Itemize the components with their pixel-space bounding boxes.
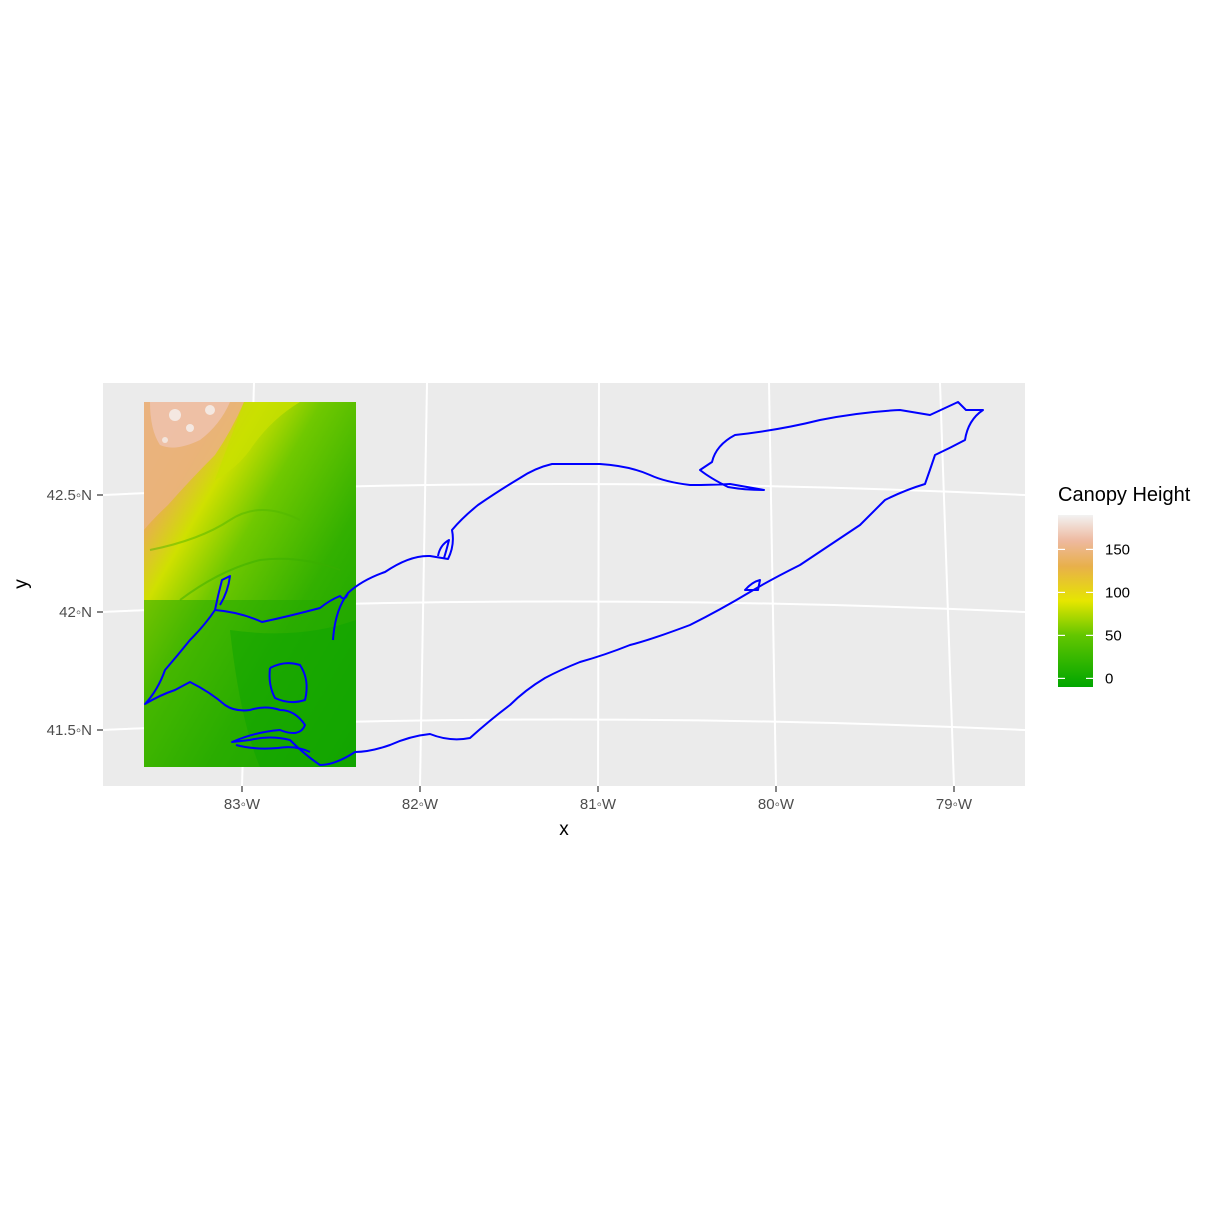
x-tick-label: 81◦W [580,796,617,813]
legend-tick-label: 100 [1105,584,1130,601]
grid-meridian-79w [939,383,955,786]
canopy-height-raster [144,402,356,767]
x-tick-label: 80◦W [758,796,795,813]
bass-islands-shore [235,744,311,753]
detroit-river-shore [214,575,231,611]
y-tick-label: 42◦N [59,604,92,621]
y-axis: 42.5◦N 42◦N 41.5◦N y [11,487,103,739]
x-tick-label: 83◦W [224,796,261,813]
legend-tick-label: 50 [1105,627,1122,644]
lake-erie-outline [144,401,984,766]
x-tick-label: 82◦W [402,796,439,813]
legend: Canopy Height 150 100 50 0 [1058,484,1191,687]
grid-meridian-81w [597,383,600,786]
pelee-point-shore [437,539,450,559]
sandusky-bay-shore [268,662,308,704]
y-tick-label: 41.5◦N [47,722,92,739]
y-tick-label: 42.5◦N [47,487,92,504]
legend-ticks: 150 100 50 0 [1058,541,1130,687]
grid-meridian-80w [768,383,777,786]
grid-meridian-82w [419,383,428,786]
legend-title: Canopy Height [1058,484,1191,506]
x-axis-title: x [559,819,569,840]
x-tick-label: 79◦W [936,796,973,813]
lake-shoreline [144,401,984,766]
erie-island-shore [744,579,761,591]
legend-tick-label: 150 [1105,541,1130,558]
y-axis-title: y [11,579,32,589]
legend-tick-label: 0 [1105,670,1113,687]
x-axis: 83◦W 82◦W 81◦W 80◦W 79◦W x [224,786,973,840]
legend-colorbar [1058,515,1093,687]
